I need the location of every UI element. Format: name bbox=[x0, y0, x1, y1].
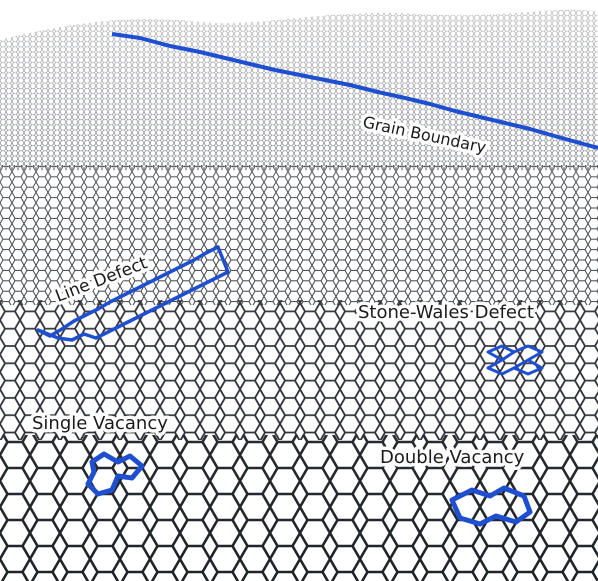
double-vacancy-shape bbox=[449, 485, 533, 527]
stone-wales-label: Stone-Wales Defect bbox=[358, 302, 534, 323]
line-defect-chain bbox=[36, 245, 230, 342]
double-vacancy-label: Double Vacancy bbox=[380, 447, 525, 468]
grain-boundary-line bbox=[111, 32, 598, 150]
single-vacancy-shape bbox=[85, 451, 145, 497]
single-vacancy-label: Single Vacancy bbox=[32, 413, 168, 434]
defects bbox=[36, 32, 598, 527]
stone-wales-defect-shape bbox=[486, 344, 544, 376]
